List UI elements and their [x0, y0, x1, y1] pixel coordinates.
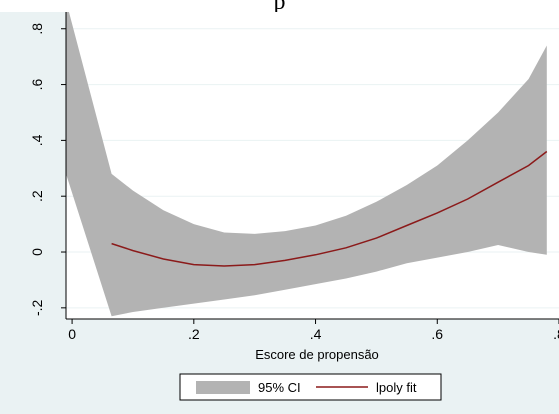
- y-tick-label-0: -.2: [29, 299, 45, 316]
- y-tick-label-5: .8: [29, 23, 45, 35]
- legend-ci-swatch: [196, 381, 250, 394]
- x-tick-label-2: .4: [310, 326, 322, 342]
- y-tick-label-1: 0: [29, 248, 45, 256]
- x-axis-label: Escore de propensão: [255, 347, 379, 362]
- y-tick-label-4: .6: [29, 79, 45, 91]
- legend-fit-label: lpoly fit: [376, 380, 417, 395]
- ticks-layer: 0 .2 .4 .6 .8 -.2 0 .2 .4 .6 .8: [29, 23, 559, 342]
- axes-layer: [65, 12, 559, 320]
- ci-band: [66, 12, 547, 317]
- x-tick-label-0: 0: [68, 326, 76, 342]
- x-tick-label-3: .6: [431, 326, 443, 342]
- y-tick-label-3: .4: [29, 134, 45, 146]
- x-tick-label-1: .2: [188, 326, 200, 342]
- top-caption: p: [273, 0, 286, 14]
- y-tick-label-2: .2: [29, 190, 45, 202]
- fit-line: [111, 150, 548, 267]
- legend: 95% CI lpoly fit: [179, 373, 442, 401]
- legend-ci-label: 95% CI: [258, 380, 301, 395]
- x-tick-label-4: .8: [553, 326, 559, 342]
